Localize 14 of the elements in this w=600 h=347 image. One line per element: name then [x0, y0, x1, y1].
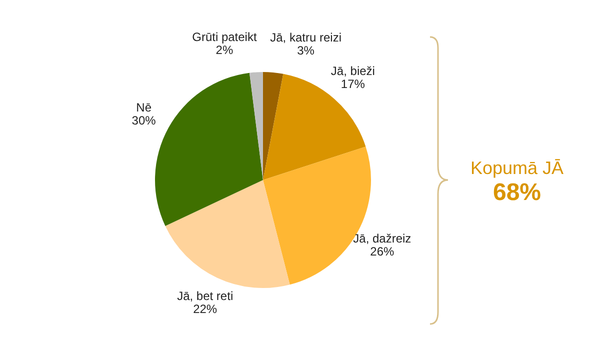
slice-label: Jā, katru reizi	[270, 30, 342, 44]
text: Kopumā JĀ	[469, 158, 565, 179]
data-label: 2%	[216, 43, 234, 58]
data-label: 26%	[370, 244, 395, 258]
slice-label: Jā, dažreiz	[353, 231, 412, 246]
text: 68%	[492, 179, 542, 207]
slice-label: Jā, bet reti	[177, 288, 234, 303]
data-label: 30%	[132, 113, 156, 128]
data-label: 3%	[297, 43, 315, 58]
slice-label: Nē	[136, 100, 152, 114]
slice-label: Grūti pateikt	[192, 30, 258, 44]
slice-label: Jā, bieži	[330, 64, 375, 78]
data-label: 17%	[340, 76, 366, 91]
data-label: 22%	[193, 302, 218, 316]
